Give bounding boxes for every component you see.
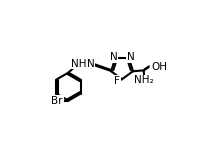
Text: N: N [127, 52, 134, 63]
Text: NH: NH [70, 59, 86, 68]
Text: N: N [87, 59, 95, 69]
Text: N: N [110, 52, 118, 63]
Text: Br: Br [51, 96, 63, 106]
Text: F: F [114, 76, 120, 85]
Text: OH: OH [151, 62, 167, 72]
Text: NH₂: NH₂ [134, 75, 154, 85]
